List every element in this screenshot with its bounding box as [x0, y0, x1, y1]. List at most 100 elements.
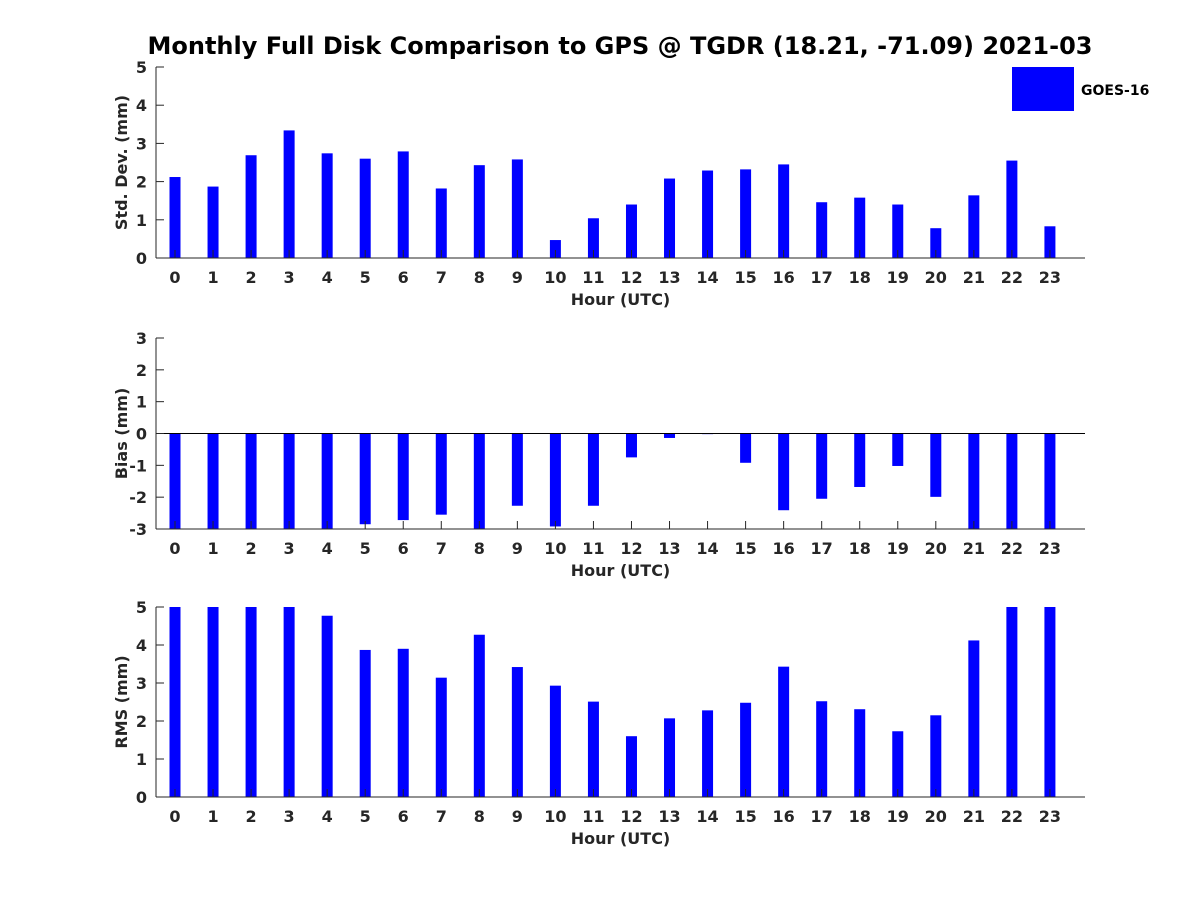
bar-hour-13: [664, 718, 676, 797]
y-tick-label: 2: [136, 712, 147, 731]
x-tick-label-18: 18: [849, 268, 871, 287]
x-tick-label-5: 5: [360, 539, 371, 558]
x-tick-label-9: 9: [512, 268, 523, 287]
bar-hour-3: [283, 433, 295, 529]
y-axis-label: Std. Dev. (mm): [112, 95, 131, 230]
bar-hour-6: [397, 648, 409, 797]
bar-hour-8: [473, 634, 485, 797]
bar-hour-4: [321, 433, 333, 529]
y-tick-label: 5: [136, 598, 147, 617]
x-tick-label-6: 6: [398, 539, 409, 558]
x-tick-label-20: 20: [925, 539, 947, 558]
y-tick-label: -3: [129, 520, 147, 539]
x-tick-label-16: 16: [773, 268, 795, 287]
x-tick-label-14: 14: [696, 268, 718, 287]
bar-hour-15: [740, 169, 752, 258]
bar-hour-10: [549, 240, 561, 258]
bar-hour-14: [702, 710, 714, 797]
legend-swatch-goes16: [1012, 67, 1074, 111]
x-tick-label-8: 8: [474, 539, 485, 558]
y-tick-label: 2: [136, 361, 147, 380]
y-tick-label: 4: [136, 96, 147, 115]
x-axis-label: Hour (UTC): [571, 290, 671, 309]
bar-hour-18: [854, 197, 866, 258]
x-tick-label-18: 18: [849, 807, 871, 826]
x-tick-label-19: 19: [887, 268, 909, 287]
bar-hour-21: [968, 433, 980, 529]
x-tick-label-3: 3: [284, 539, 295, 558]
bar-hour-16: [778, 164, 790, 258]
x-tick-label-6: 6: [398, 807, 409, 826]
y-tick-label: 1: [136, 750, 147, 769]
bar-hour-8: [473, 433, 485, 529]
bar-hour-15: [740, 433, 752, 463]
x-tick-label-23: 23: [1039, 807, 1061, 826]
x-tick-label-2: 2: [246, 807, 257, 826]
x-tick-label-23: 23: [1039, 539, 1061, 558]
x-tick-label-22: 22: [1001, 268, 1023, 287]
y-tick-label: 3: [136, 134, 147, 153]
x-tick-label-1: 1: [207, 539, 218, 558]
x-tick-label-18: 18: [849, 539, 871, 558]
legend: GOES-16: [1012, 67, 1149, 111]
y-tick-label: 3: [136, 674, 147, 693]
x-tick-label-0: 0: [169, 539, 180, 558]
bar-hour-6: [397, 433, 409, 521]
y-tick-label: -2: [129, 488, 147, 507]
bar-hour-21: [968, 640, 980, 797]
x-tick-label-1: 1: [207, 268, 218, 287]
x-tick-label-12: 12: [620, 539, 642, 558]
bar-hour-16: [778, 433, 790, 511]
x-tick-label-11: 11: [582, 807, 604, 826]
bar-hour-9: [511, 159, 523, 258]
bar-hour-1: [207, 433, 219, 529]
bar-hour-12: [625, 433, 637, 458]
x-tick-label-15: 15: [734, 807, 756, 826]
bar-hour-13: [664, 178, 676, 258]
bar-hour-3: [283, 607, 295, 797]
x-tick-label-7: 7: [436, 807, 447, 826]
x-tick-label-20: 20: [925, 268, 947, 287]
x-tick-label-0: 0: [169, 807, 180, 826]
bar-hour-22: [1006, 607, 1018, 797]
bar-hour-2: [245, 433, 257, 529]
bar-hour-0: [169, 433, 181, 529]
y-tick-label: 4: [136, 636, 147, 655]
bar-hour-18: [854, 709, 866, 797]
bar-hour-23: [1044, 607, 1056, 797]
x-tick-label-15: 15: [734, 268, 756, 287]
legend-label-goes16: GOES-16: [1081, 83, 1149, 99]
x-tick-label-5: 5: [360, 807, 371, 826]
bar-hour-11: [587, 218, 599, 258]
bar-hour-1: [207, 186, 219, 258]
bar-hour-8: [473, 165, 485, 258]
x-tick-label-0: 0: [169, 268, 180, 287]
x-tick-label-12: 12: [620, 807, 642, 826]
x-tick-label-16: 16: [773, 539, 795, 558]
x-tick-label-3: 3: [284, 268, 295, 287]
bar-hour-17: [816, 433, 828, 499]
bar-hour-20: [930, 715, 942, 797]
bar-hour-2: [245, 155, 257, 258]
x-tick-label-17: 17: [811, 539, 833, 558]
bar-hour-18: [854, 433, 866, 487]
bar-hour-9: [511, 667, 523, 797]
x-tick-label-19: 19: [887, 807, 909, 826]
x-tick-label-13: 13: [658, 807, 680, 826]
x-tick-label-7: 7: [436, 268, 447, 287]
x-tick-label-9: 9: [512, 807, 523, 826]
x-tick-label-8: 8: [474, 268, 485, 287]
x-tick-label-16: 16: [773, 807, 795, 826]
x-tick-label-12: 12: [620, 268, 642, 287]
x-tick-label-5: 5: [360, 268, 371, 287]
y-tick-label: 0: [136, 425, 147, 444]
x-tick-label-11: 11: [582, 539, 604, 558]
x-tick-label-9: 9: [512, 539, 523, 558]
bar-hour-13: [664, 433, 676, 438]
y-tick-label: -1: [129, 456, 147, 475]
bar-hour-17: [816, 701, 828, 797]
bar-hour-20: [930, 433, 942, 497]
